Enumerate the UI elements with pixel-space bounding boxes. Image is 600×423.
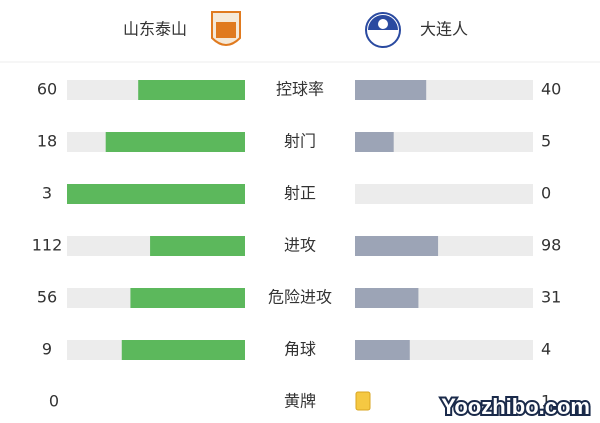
watermark: Yoozhibo.com [441,394,590,419]
home-bar [121,340,245,360]
away-bar [355,288,419,308]
away-value: 40 [541,80,561,99]
away-bar [355,132,394,152]
away-logo [365,12,401,48]
home-value: 112 [32,236,63,255]
stat-label: 射门 [284,132,316,151]
stat-label: 进攻 [284,236,316,255]
home-value: 9 [42,340,52,359]
away-bar [355,340,410,360]
away-team: 大连人 [420,20,468,39]
home-team: 山东泰山 [123,20,187,39]
home-bar [67,184,245,204]
away-value: 98 [541,236,561,255]
home-value: 0 [49,392,59,411]
home-value: 3 [42,184,52,203]
stat-label: 危险进攻 [268,288,332,307]
home-logo [211,11,241,46]
home-bar [150,236,245,256]
home-bar [138,80,245,100]
away-track [355,132,533,152]
away-value: 0 [541,184,551,203]
away-value: 4 [541,340,551,359]
home-value: 18 [37,132,57,151]
away-track [355,184,533,204]
away-bar [355,236,439,256]
home-value: 56 [37,288,57,307]
away-value: 31 [541,288,561,307]
stat-label: 射正 [284,184,316,203]
stat-label: 角球 [284,340,316,359]
away-bar [355,80,427,100]
stat-label: 黄牌 [284,392,316,411]
stat-label: 控球率 [276,80,324,99]
yellow-card-icon [355,391,371,411]
away-value: 1 [541,392,551,411]
home-value: 60 [37,80,57,99]
home-bar [130,288,245,308]
home-bar [105,132,246,152]
away-value: 5 [541,132,551,151]
